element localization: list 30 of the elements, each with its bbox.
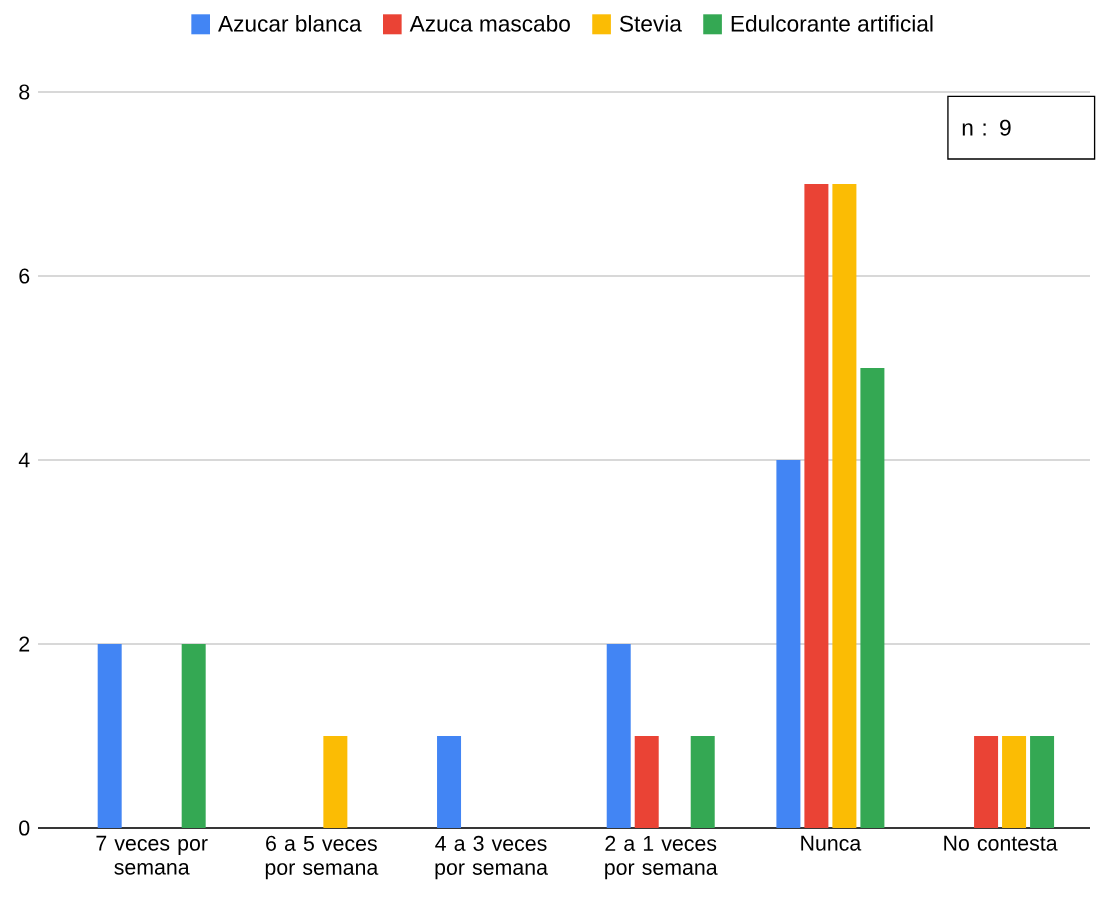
y-tick-label: 8 [19,84,30,100]
y-tick-label: 0 [19,820,30,836]
bar [437,736,462,828]
y-tick-label: 2 [19,636,30,652]
x-tick-label: 7 veces por semana [96,835,208,875]
annotation: n : 9 [962,119,1011,136]
bar [804,184,829,828]
x-tick-label: 2 a 1 veces por semana [605,835,718,880]
x-tick-label: 4 a 3 veces por semana [435,835,548,880]
bar [1030,736,1055,828]
bar [181,644,206,828]
bar [860,368,885,828]
bar [690,736,715,828]
bar [1002,736,1027,828]
bar [832,184,857,828]
x-tick-label: No contesta [944,835,1058,851]
legend-label: Azuca mascabo [409,15,570,32]
x-tick-label: 6 a 5 veces por semana [265,835,379,880]
bar [634,736,659,828]
x-tick-label: Nunca [801,835,862,851]
bar [974,736,999,828]
y-tick-label: 4 [18,452,30,468]
legend-label: Edulcorante artificial [731,15,933,32]
bar [606,644,631,828]
legend-label: Azucar blanca [218,15,362,32]
bar [323,736,348,828]
bar [97,644,122,828]
bar [776,460,801,828]
y-tick-label: 6 [19,268,30,284]
legend-label: Stevia [619,15,682,32]
